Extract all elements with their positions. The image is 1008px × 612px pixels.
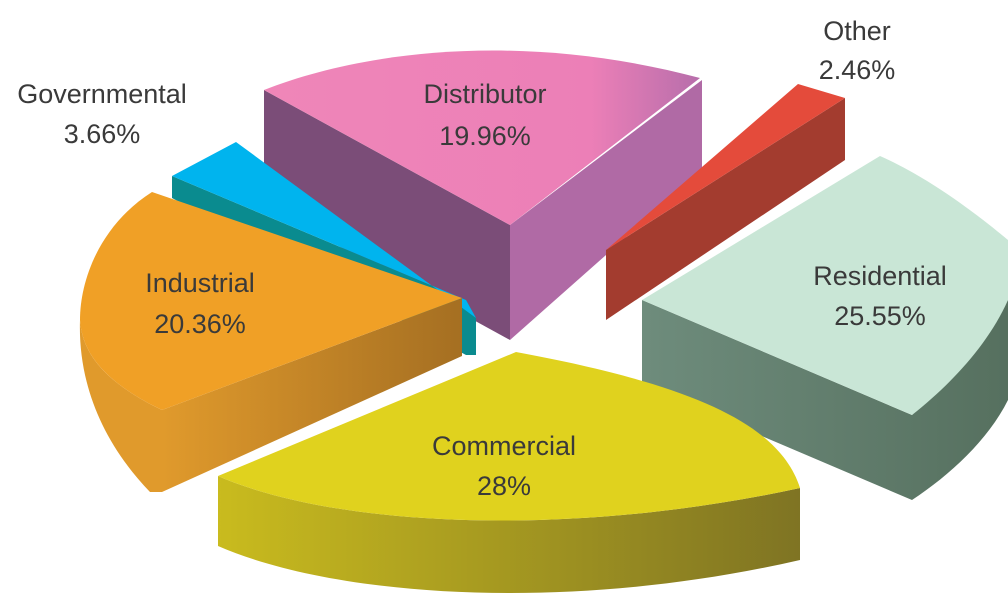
slice-residential-side xyxy=(642,300,1008,500)
slice-commercial-top xyxy=(218,352,800,521)
slice-industrial xyxy=(79,192,462,492)
label-industrial-value: 20.36% xyxy=(154,309,246,339)
slice-commercial xyxy=(218,352,800,594)
label-other-value: 2.46% xyxy=(819,55,896,85)
label-residential-name: Residential xyxy=(813,261,947,291)
label-distributor-value: 19.96% xyxy=(439,121,531,151)
slice-labels: Distributor 19.96% Other 2.46% Residenti… xyxy=(17,16,947,501)
slice-commercial-side xyxy=(218,476,800,594)
slice-industrial-side xyxy=(162,298,462,492)
slice-industrial-top xyxy=(80,192,462,410)
slice-industrial-side-curve xyxy=(79,320,162,492)
label-other-name: Other xyxy=(823,16,891,46)
slice-governmental-top xyxy=(172,142,476,318)
slice-distributor-top xyxy=(264,50,700,226)
label-residential-value: 25.55% xyxy=(834,301,926,331)
label-governmental-value: 3.66% xyxy=(64,119,141,149)
label-governmental-name: Governmental xyxy=(17,79,187,109)
label-commercial-value: 28% xyxy=(477,471,531,501)
slice-other xyxy=(606,84,845,320)
slice-residential-top xyxy=(642,156,1008,415)
slice-distributor-side xyxy=(264,90,510,340)
slice-distributor xyxy=(264,50,702,340)
slice-residential xyxy=(642,156,1008,500)
label-commercial-name: Commercial xyxy=(432,431,576,461)
slice-other-side xyxy=(606,98,845,320)
label-distributor-name: Distributor xyxy=(423,79,546,109)
slice-distributor-side-right xyxy=(510,80,702,340)
label-industrial-name: Industrial xyxy=(145,268,255,298)
slice-other-top xyxy=(606,84,845,250)
